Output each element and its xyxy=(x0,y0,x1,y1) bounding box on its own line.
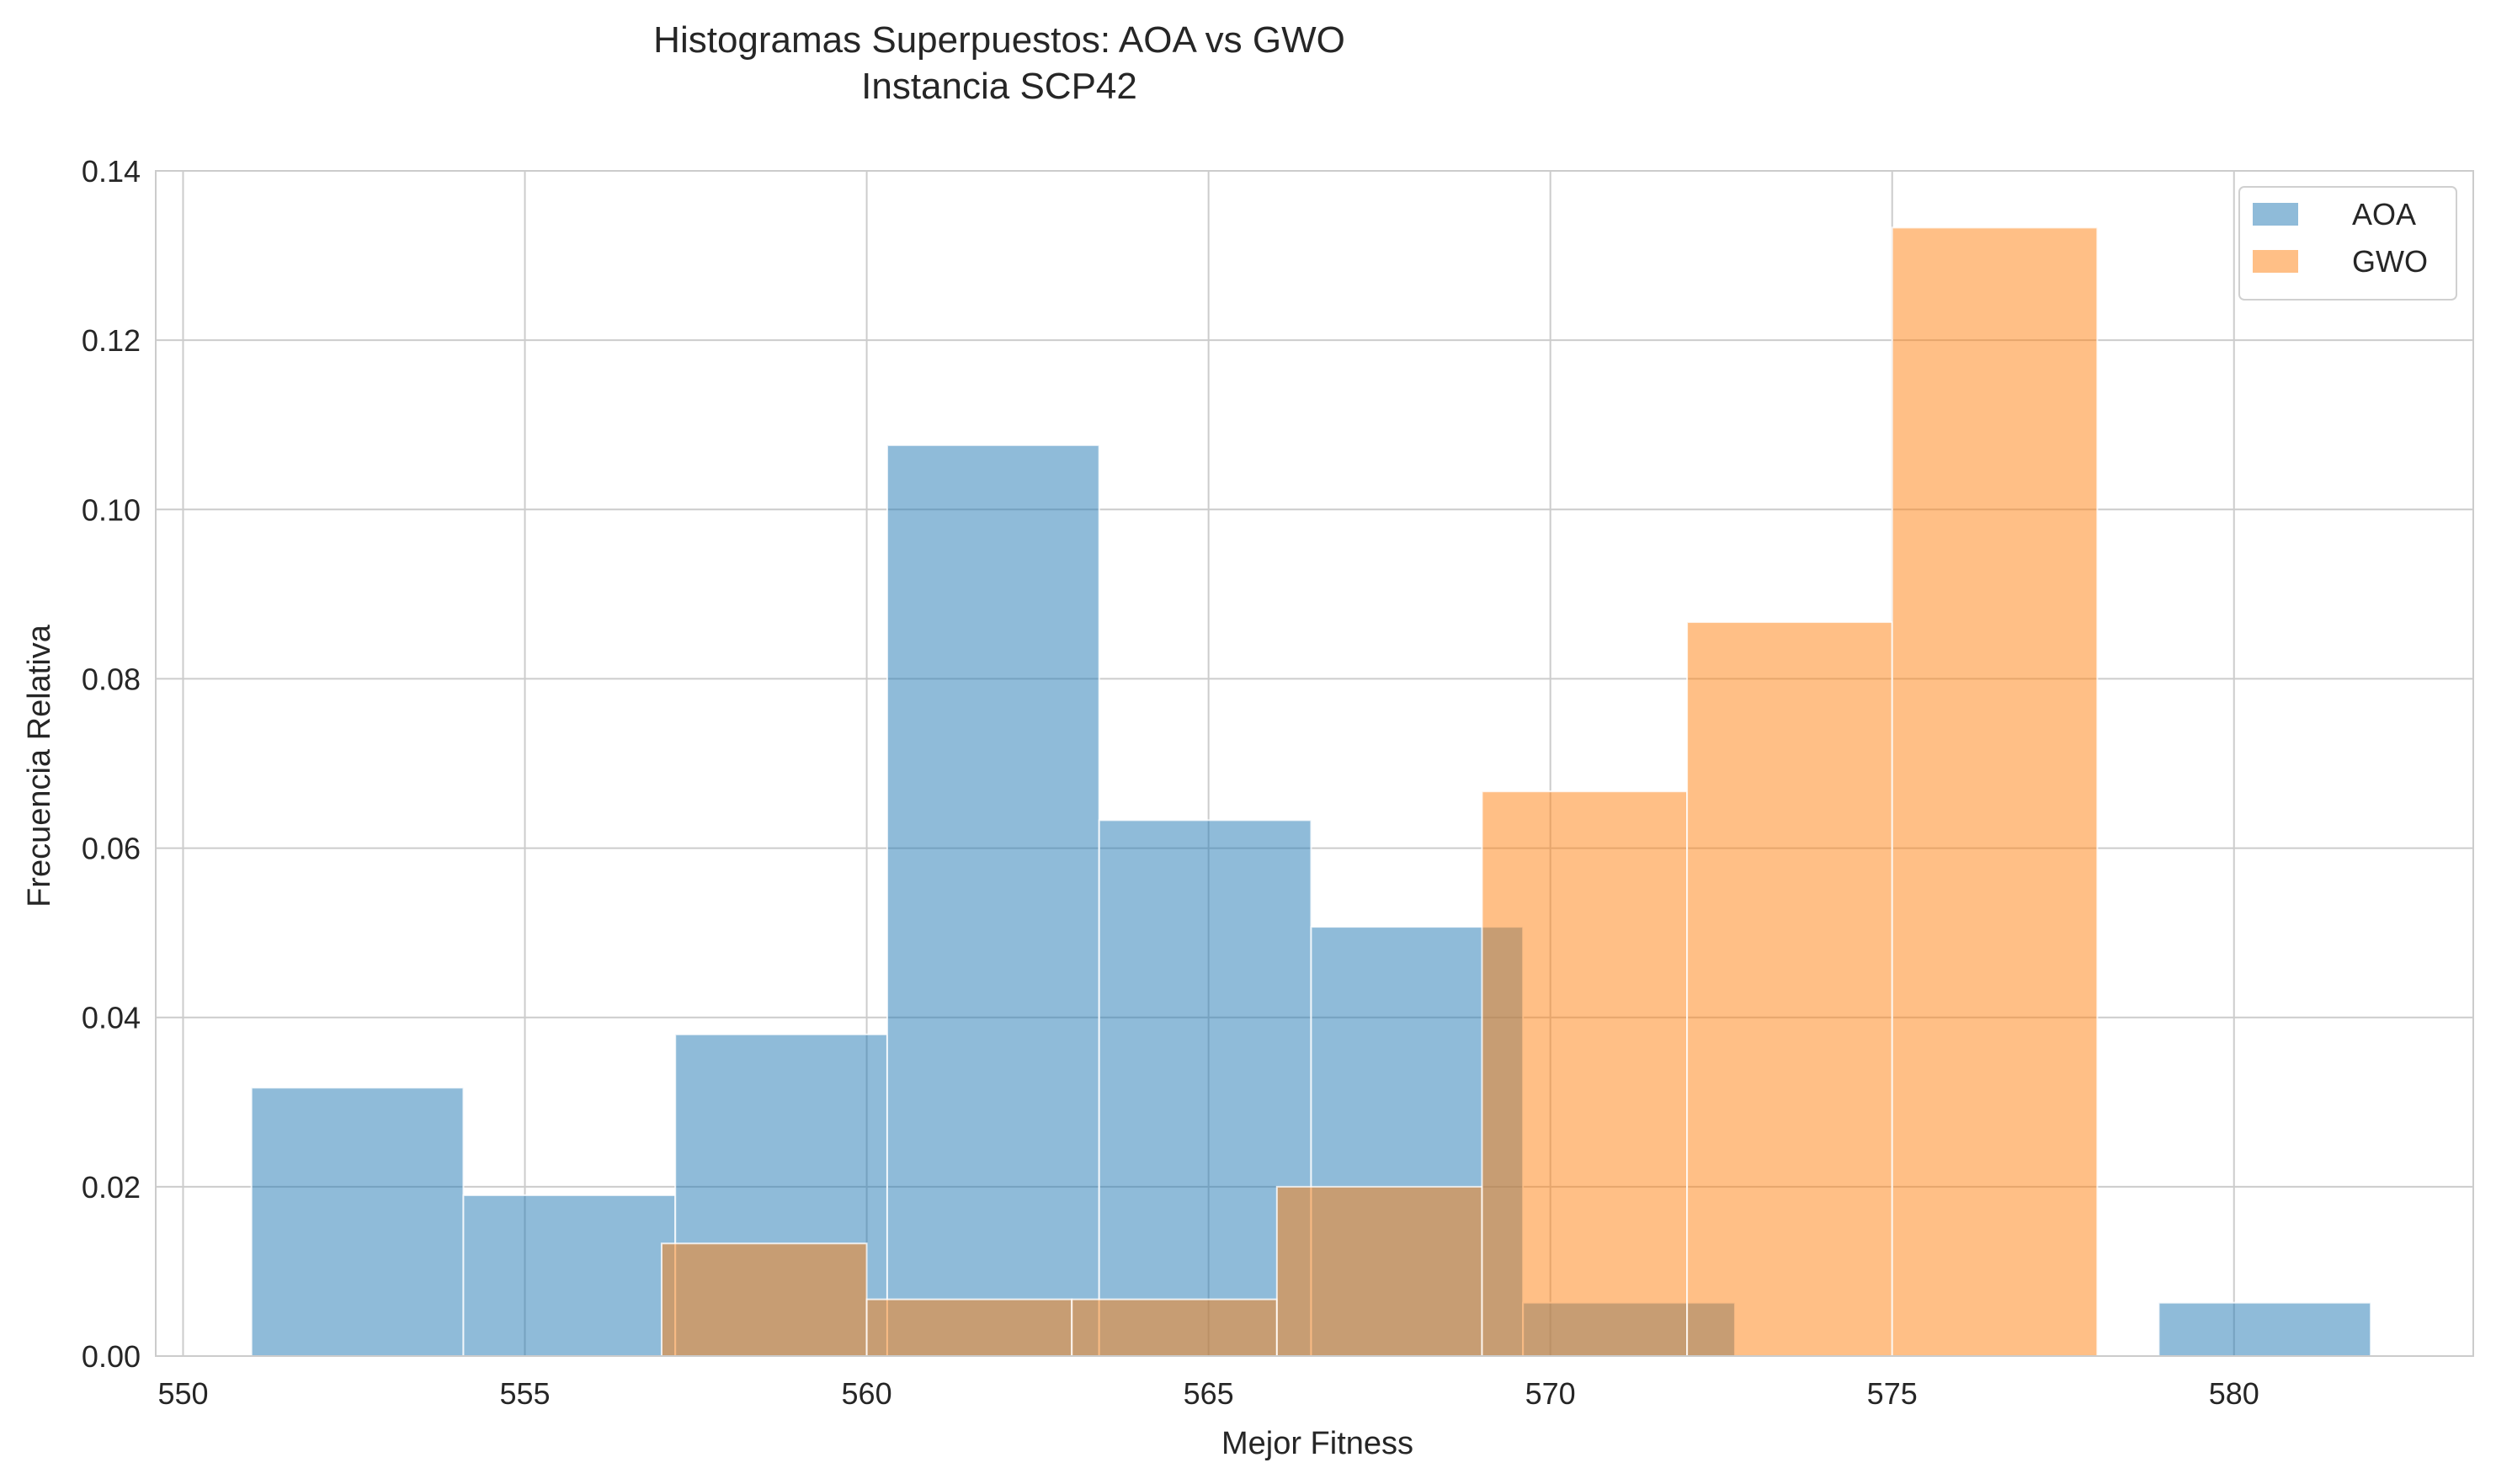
y-tick-label: 0.00 xyxy=(82,1339,141,1374)
legend: AOA GWO xyxy=(2238,186,2457,301)
y-tick-label: 0.10 xyxy=(82,492,141,527)
x-tick-label: 565 xyxy=(1184,1376,1234,1411)
bar-gwo xyxy=(865,1298,1073,1358)
chart-title: Histogramas Superpuestos: AOA vs GWO xyxy=(653,19,1345,61)
x-tick-label: 580 xyxy=(2209,1376,2259,1411)
bar-gwo xyxy=(1481,790,1689,1357)
bar-aoa xyxy=(886,444,1100,1357)
y-tick-label: 0.14 xyxy=(82,154,141,189)
bar-gwo xyxy=(1891,226,2099,1358)
x-axis-label: Mejor Fitness xyxy=(1221,1426,1413,1461)
plot-frame xyxy=(155,170,2474,1357)
x-tick-label: 575 xyxy=(1867,1376,1918,1411)
histogram-bars xyxy=(250,226,2372,1358)
bar-aoa xyxy=(1098,819,1312,1357)
legend-label-gwo: GWO xyxy=(2352,244,2428,279)
x-tick-label: 560 xyxy=(842,1376,892,1411)
y-tick-label: 0.08 xyxy=(82,662,141,696)
bar-gwo xyxy=(1071,1298,1278,1358)
bar-aoa xyxy=(250,1087,465,1358)
bar-aoa xyxy=(2158,1301,2372,1358)
x-tick-label: 555 xyxy=(499,1376,550,1411)
bar-aoa xyxy=(462,1194,677,1358)
y-tick-label: 0.02 xyxy=(82,1170,141,1205)
tick-labels: 550 555 560 565 570 575 580 0.00 0.02 0.04 0.06 0.0… xyxy=(82,154,2259,1411)
x-tick-label: 550 xyxy=(157,1376,208,1411)
bar-gwo xyxy=(1686,621,1893,1357)
legend-label-aoa: AOA xyxy=(2352,197,2416,231)
legend-swatch-aoa xyxy=(2253,203,2298,226)
x-tick-label: 570 xyxy=(1525,1376,1576,1411)
y-tick-label: 0.06 xyxy=(82,832,141,866)
chart-subtitle: Instancia SCP42 xyxy=(861,66,1137,107)
bar-gwo xyxy=(1275,1185,1483,1358)
bar-gwo xyxy=(660,1242,868,1357)
y-axis-label: Frecuencia Relativa xyxy=(22,624,57,907)
legend-swatch-gwo xyxy=(2253,250,2298,273)
y-tick-label: 0.12 xyxy=(82,323,141,358)
y-tick-label: 0.04 xyxy=(82,1001,141,1035)
